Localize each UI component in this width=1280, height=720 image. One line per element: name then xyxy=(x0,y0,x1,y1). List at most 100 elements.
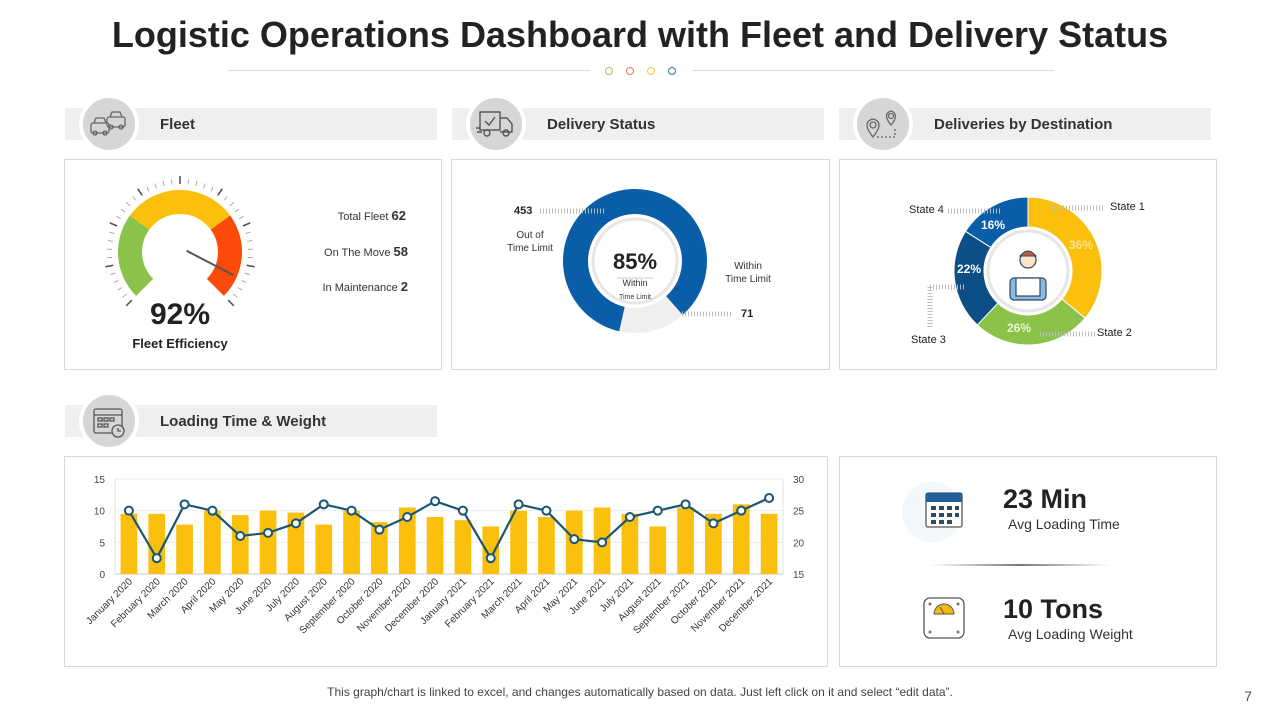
y2-tick-label: 20 xyxy=(793,538,805,549)
line-point-time xyxy=(263,527,274,538)
line-point-time xyxy=(624,512,635,522)
gauge-tick xyxy=(171,179,173,185)
line-point-time xyxy=(541,505,552,516)
destination-title: Deliveries by Destination xyxy=(934,116,1113,133)
bar-weight xyxy=(677,507,694,574)
gauge-tick xyxy=(239,215,244,220)
delivery-slice-1 xyxy=(619,296,683,333)
gauge-segment-high xyxy=(206,215,243,296)
destination-slice-state-1 xyxy=(1027,196,1103,319)
gauge-tick xyxy=(122,293,127,298)
gauge-segment-low xyxy=(118,215,154,296)
line-point-time xyxy=(207,505,218,516)
title-divider-right xyxy=(692,70,1054,71)
gauge-tick xyxy=(244,272,250,275)
gauge-tick xyxy=(146,186,150,192)
avg-loading-weight-label: Avg Loading Weight xyxy=(1008,626,1133,642)
y2-tick-label: 15 xyxy=(793,570,805,581)
bar-weight xyxy=(510,510,527,574)
scale-icon xyxy=(923,597,965,639)
gauge-tick xyxy=(117,287,123,291)
gauge-tick xyxy=(132,196,137,201)
bar-weight xyxy=(705,513,722,574)
bar-weight xyxy=(231,515,249,574)
fleet-panel: 92% Fleet Efficiency Total Fleet 62 On T… xyxy=(64,159,442,370)
kpi-panel: 23 Min Avg Loading Time 10 Tons Avg Load… xyxy=(839,456,1217,667)
bar-weight xyxy=(398,507,416,574)
avg-loading-time-value: 23 Min xyxy=(1003,484,1088,514)
state-1-label: State 1 xyxy=(1110,201,1145,213)
delivery-slice-0 xyxy=(563,189,707,332)
line-point-time xyxy=(123,505,134,516)
avg-loading-weight-value: 10 Tons xyxy=(1003,594,1104,624)
gauge-tick xyxy=(120,208,126,213)
within-time-value: 71 xyxy=(741,308,754,320)
bar-weight xyxy=(343,510,360,574)
delivery-panel: 85% Within Time Limit 453 Out of Time Limi… xyxy=(451,159,830,370)
gauge-tick xyxy=(126,202,131,207)
destination-panel: State 1 State 2 State 3 State 4 36% 26% … xyxy=(839,159,1217,370)
gauge-tick xyxy=(125,299,133,307)
cars-icon xyxy=(79,94,139,154)
bar-weight xyxy=(621,513,639,574)
line-point-time xyxy=(652,505,663,516)
out-of-time-label: Out of Time Limit xyxy=(507,230,553,254)
footer-note: This graph/chart is linked to excel, and… xyxy=(327,685,953,699)
bar-weight xyxy=(259,510,277,574)
line-point-time xyxy=(346,505,357,516)
gauge-tick xyxy=(233,293,238,298)
gauge-tick xyxy=(227,299,235,307)
delivery-center-label: Within Time Limit xyxy=(618,278,652,301)
bar-weight xyxy=(371,522,388,574)
bar-weight xyxy=(148,513,166,574)
line-point-time xyxy=(151,553,162,564)
bar-weight xyxy=(649,526,667,574)
fleet-efficiency-value: 92% xyxy=(149,298,211,331)
y-tick-label: 0 xyxy=(99,570,105,581)
line-point-time xyxy=(485,553,496,564)
delivery-donut xyxy=(540,189,732,333)
fleet-header: Fleet xyxy=(65,94,437,154)
fleet-title: Fleet xyxy=(160,116,196,133)
stat-on-the-move: On The Move 58 xyxy=(324,244,408,259)
bar-weight xyxy=(176,524,193,574)
bar-weight xyxy=(482,526,500,574)
page-title: Logistic Operations Dashboard with Fleet… xyxy=(111,14,1169,55)
bar-weight xyxy=(538,517,555,574)
loading-chart-panel: 0 5 10 15 15 20 25 30 January 2020 February 2020 M… xyxy=(64,456,828,667)
within-time-label: Within Time Limit xyxy=(725,261,771,285)
line-point-time xyxy=(513,499,524,510)
line-point-time xyxy=(374,524,385,535)
x-tick-label: January 2020 xyxy=(84,576,135,627)
state-3-pct: 22% xyxy=(957,262,982,276)
y-tick-label: 5 xyxy=(99,538,105,549)
calendar-icon xyxy=(925,492,963,528)
y-tick-label: 15 xyxy=(94,475,106,486)
destination-donut xyxy=(927,196,1105,346)
delivery-header: Delivery Status xyxy=(452,94,824,154)
gauge-tick xyxy=(187,179,189,185)
map-pins-icon xyxy=(853,94,913,154)
gauge-tick xyxy=(223,196,228,201)
calendar-clock-icon xyxy=(79,391,139,451)
y2-tick-label: 25 xyxy=(793,507,805,518)
state-4-label: State 4 xyxy=(909,204,944,216)
delivery-center-value: 85% xyxy=(612,249,658,274)
truck-check-icon xyxy=(466,94,526,154)
gauge-tick xyxy=(109,231,115,234)
loading-header: Loading Time & Weight xyxy=(65,391,437,451)
title-dots xyxy=(605,67,676,75)
gauge-tick xyxy=(105,264,114,268)
gauge-tick xyxy=(116,215,121,220)
line-point-time xyxy=(680,499,691,510)
line-point-time xyxy=(457,505,468,516)
title-divider-left xyxy=(228,70,590,71)
gauge-tick xyxy=(247,240,253,242)
gauge-tick xyxy=(113,280,119,283)
avg-loading-time-label: Avg Loading Time xyxy=(1008,516,1120,532)
out-of-time-value: 453 xyxy=(514,205,533,217)
delivery-title: Delivery Status xyxy=(547,116,656,133)
gauge-tick xyxy=(162,180,165,186)
stat-in-maintenance: In Maintenance 2 xyxy=(322,279,408,294)
line-point-time xyxy=(430,496,441,507)
